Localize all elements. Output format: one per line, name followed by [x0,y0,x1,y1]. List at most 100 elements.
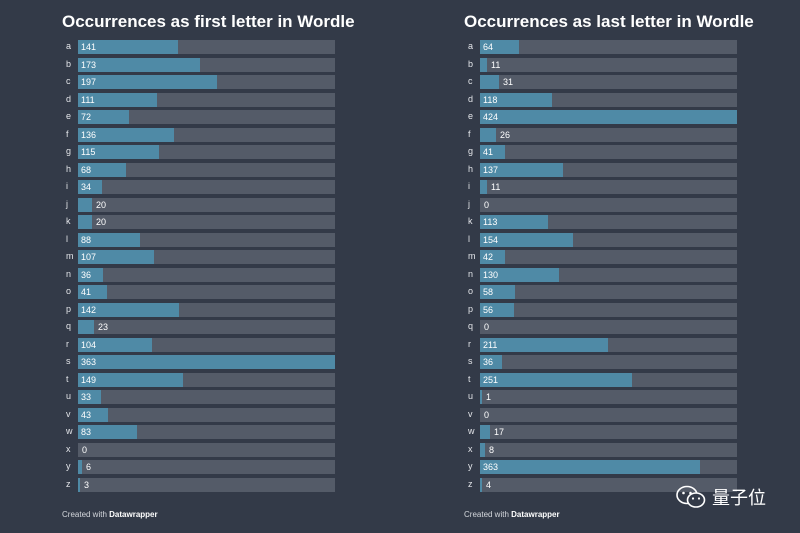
category-label: e [66,111,72,121]
bar-row: l 154 [464,232,739,250]
bar-row: c 31 [464,74,739,92]
bar-track: 68 [78,162,335,177]
category-label: m [66,251,74,261]
bar-row: c 197 [62,74,337,92]
bar [78,40,178,54]
bar-track: 58 [480,285,737,299]
bar-row: j 20 [62,197,337,215]
credit-prefix: Created with [464,510,509,519]
bar-track: 41 [480,145,737,159]
category-label: i [468,181,470,191]
category-label: m [468,251,476,261]
bar [480,92,552,107]
value-label: 20 [96,199,107,210]
bar-track: 11 [480,57,737,72]
bar-row: m 107 [62,249,337,267]
bar-track: 363 [480,460,737,474]
bar [78,355,335,369]
category-label: f [468,128,471,139]
bar [480,390,482,404]
bar-track: 130 [480,267,737,282]
credit-brand: Datawrapper [109,510,158,519]
category-label: u [468,391,474,401]
category-label: w [468,426,475,436]
value-label: 26 [500,129,511,140]
bar-row: b 11 [464,57,739,75]
bar-row: t 251 [464,372,739,390]
bar [480,57,487,72]
category-label: r [468,338,471,349]
bar [480,442,485,457]
bar-track: 56 [480,302,737,317]
bar-track: 1 [480,390,737,404]
value-label: 363 [81,357,97,367]
bar [78,215,92,229]
bar-track: 251 [480,372,737,387]
bar [78,372,183,387]
watermark-text: 量子位 [712,488,766,509]
category-label: i [66,181,68,191]
value-label: 20 [96,217,107,227]
bar [78,92,157,107]
bar [480,355,502,369]
bar-track: 41 [78,285,335,299]
value-label: 154 [483,234,499,245]
category-label: q [468,321,474,331]
bar [480,232,573,247]
bar-row: q 23 [62,319,337,337]
category-label: o [66,286,72,296]
bar-track: 8 [480,442,737,457]
bar-rows: a 64 b 11 c 31 d 118 e 424 f 26 g 41 h 137 i 11 j 0 k 113 l 154… [464,39,739,494]
bar-track: 142 [78,302,335,317]
category-label: t [66,373,69,384]
bar-row: f 26 [464,127,739,145]
credit-prefix: Created with [62,510,107,519]
bar [78,267,103,282]
value-label: 142 [81,304,97,315]
bar [78,477,80,492]
bar-row: i 34 [62,179,337,197]
category-label: b [66,58,72,69]
value-label: 115 [81,147,96,157]
bar [78,180,102,194]
bar-row: k 20 [62,214,337,232]
bar-row: g 115 [62,144,337,162]
bar [480,372,632,387]
bar [480,460,700,474]
value-label: 11 [491,59,501,70]
value-label: 68 [81,164,92,175]
value-label: 363 [483,462,499,472]
bar [78,127,174,142]
bar-row: o 41 [62,284,337,302]
value-label: 104 [81,339,97,350]
value-label: 8 [489,444,495,455]
category-label: j [66,198,68,209]
category-label: q [66,321,72,331]
bar-track: 0 [78,442,335,457]
bar-row: g 41 [464,144,739,162]
bar [78,110,129,124]
bar-track: 0 [480,197,737,212]
bar [480,40,519,54]
bar-track: 26 [480,127,737,142]
category-label: a [66,41,72,51]
bar-track: 107 [78,250,335,264]
bar [480,75,499,89]
category-label: u [66,391,72,401]
bar [480,215,548,229]
bar-track: 154 [480,232,737,247]
category-label: v [468,408,473,419]
bar-track: 34 [78,180,335,194]
value-label: 251 [483,374,499,385]
value-label: 113 [483,217,498,227]
watermark: 量子位 [676,484,786,510]
value-label: 130 [483,269,499,280]
bar-row: r 211 [464,337,739,355]
bar [78,145,159,159]
bar [78,460,82,474]
bar-row: w 83 [62,424,337,442]
bar [78,320,94,334]
